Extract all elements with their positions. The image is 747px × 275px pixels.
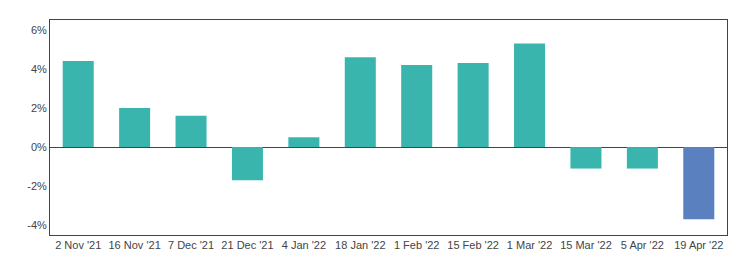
svg-text:4 Jan '22: 4 Jan '22	[282, 239, 326, 251]
svg-text:18 Jan '22: 18 Jan '22	[335, 239, 385, 251]
svg-text:4%: 4%	[31, 63, 47, 75]
svg-text:0%: 0%	[31, 141, 47, 153]
svg-text:1 Feb '22: 1 Feb '22	[394, 239, 440, 251]
svg-text:21 Dec '21: 21 Dec '21	[221, 239, 273, 251]
svg-text:15 Feb '22: 15 Feb '22	[447, 239, 499, 251]
svg-text:6%: 6%	[31, 24, 47, 36]
svg-text:5 Apr '22: 5 Apr '22	[621, 239, 664, 251]
svg-text:7 Dec '21: 7 Dec '21	[168, 239, 214, 251]
svg-text:15 Mar '22: 15 Mar '22	[560, 239, 612, 251]
svg-text:2%: 2%	[31, 102, 47, 114]
svg-text:2 Nov '21: 2 Nov '21	[55, 239, 101, 251]
svg-text:-4%: -4%	[27, 219, 47, 231]
svg-text:-2%: -2%	[27, 180, 47, 192]
svg-text:16 Nov '21: 16 Nov '21	[109, 239, 161, 251]
svg-text:1 Mar '22: 1 Mar '22	[507, 239, 553, 251]
svg-text:19 Apr '22: 19 Apr '22	[674, 239, 723, 251]
